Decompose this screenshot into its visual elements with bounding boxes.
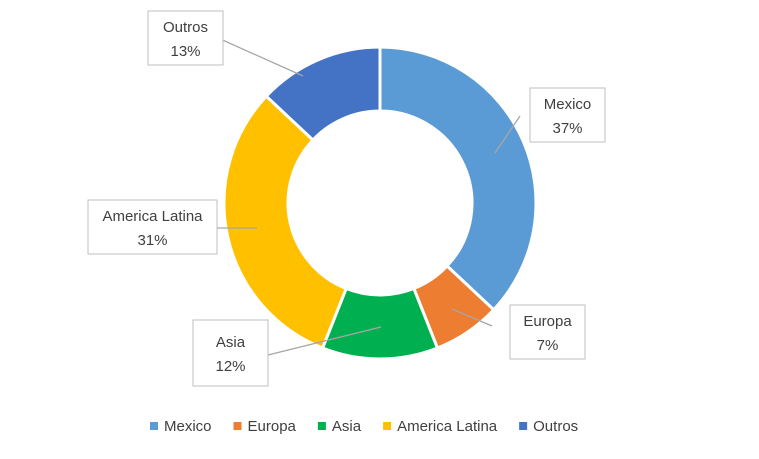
- callout-box-outros: [147, 10, 224, 66]
- callout-value-asia: 12%: [215, 358, 245, 375]
- legend-item-america-latina: America Latina: [383, 418, 498, 435]
- leader-line-europa: [451, 308, 493, 327]
- legend-swatch-europa: [233, 422, 242, 430]
- callout-label-mexico: Mexico: [544, 96, 592, 113]
- legend-label-america-latina: America Latina: [397, 418, 498, 435]
- legend-label-outros: Outros: [533, 418, 578, 435]
- legend-item-outros: Outros: [519, 418, 578, 435]
- callout-asia: Asia 12%: [192, 319, 269, 387]
- callout-box-america-latina: [87, 199, 218, 255]
- callout-label-outros: Outros: [163, 19, 208, 36]
- leader-line-outros: [217, 37, 304, 77]
- legend-item-europa: Europa: [233, 418, 297, 435]
- callout-value-america-latina: 31%: [137, 232, 167, 249]
- legend-swatch-outros: [519, 422, 528, 430]
- callout-value-europa: 7%: [537, 337, 559, 354]
- leader-line-mexico: [494, 115, 521, 154]
- callout-value-mexico: 37%: [552, 120, 582, 137]
- slices-group: [222, 45, 538, 361]
- callout-box-mexico: [529, 87, 606, 143]
- slice-mexico: [378, 45, 538, 312]
- legend-label-mexico: Mexico: [164, 418, 212, 435]
- legend-swatch-mexico: [150, 422, 158, 430]
- callout-label-america-latina: America Latina: [102, 208, 203, 225]
- legend-item-asia: Asia: [317, 418, 362, 435]
- data-callouts-group: Mexico 37% Europa 7% Asia 12% America Latina 31…: [87, 10, 606, 387]
- legend-label-europa: Europa: [248, 418, 297, 435]
- callout-europa: Europa 7%: [509, 304, 586, 360]
- slice-america-latina: [222, 94, 349, 350]
- leader-line-asia: [267, 326, 382, 356]
- legend-item-mexico: Mexico: [150, 418, 212, 435]
- legend-swatch-asia: [317, 422, 326, 430]
- legend-swatch-america-latina: [383, 422, 392, 430]
- callout-box-asia: [192, 319, 269, 387]
- callout-label-asia: Asia: [216, 334, 246, 351]
- legend: Mexico Europa Asia America Latina Outros: [150, 418, 578, 435]
- leader-lines-group: [217, 37, 521, 356]
- callout-america-latina: America Latina 31%: [87, 199, 218, 255]
- legend-label-asia: Asia: [332, 418, 362, 435]
- callout-label-europa: Europa: [523, 313, 572, 330]
- callout-box-europa: [509, 304, 586, 360]
- callout-outros: Outros 13%: [147, 10, 224, 66]
- callout-mexico: Mexico 37%: [529, 87, 606, 143]
- callout-value-outros: 13%: [170, 43, 200, 60]
